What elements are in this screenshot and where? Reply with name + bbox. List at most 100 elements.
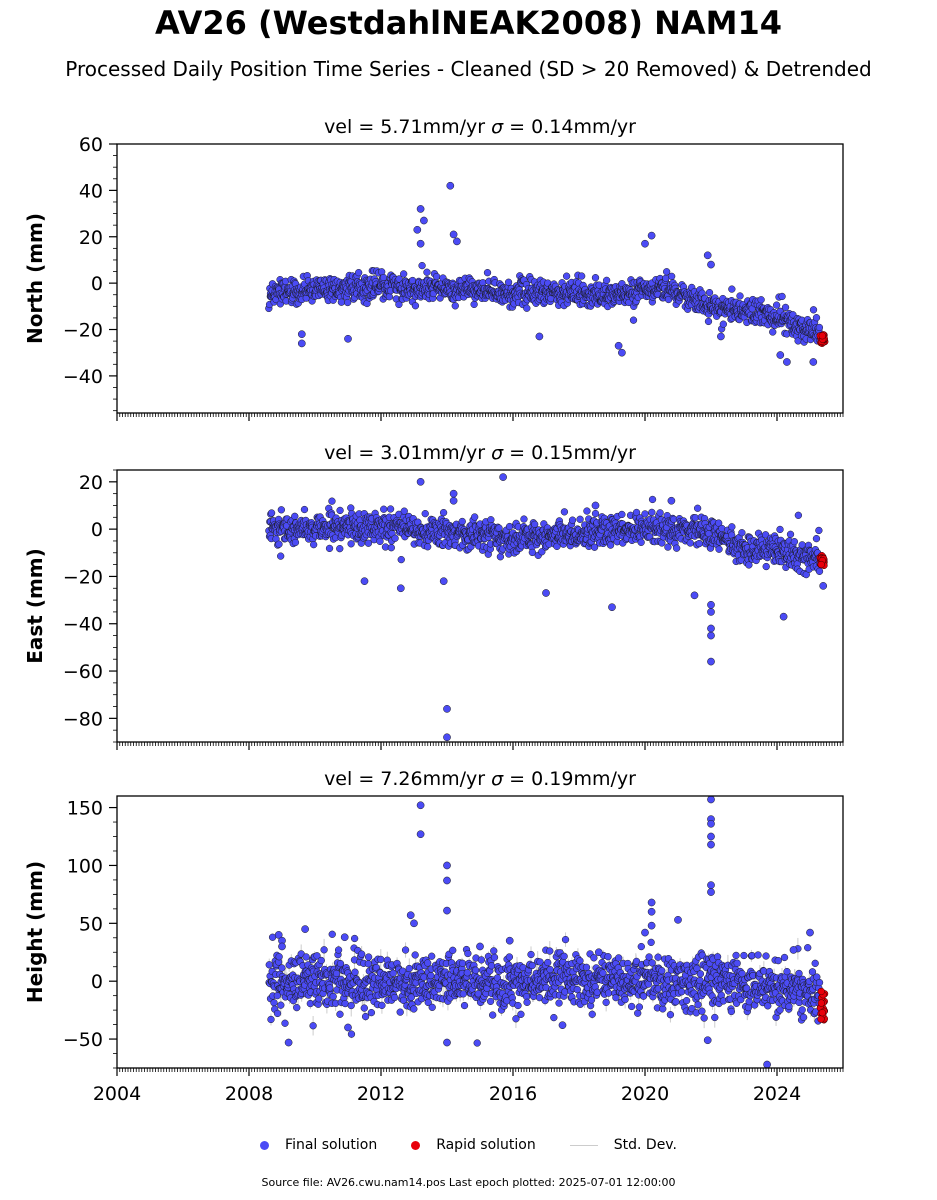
- final-point: [591, 509, 600, 518]
- panel-sigma-value: = 0.15mm/yr: [503, 442, 636, 464]
- final-point: [695, 539, 703, 548]
- final-point: [691, 514, 699, 522]
- final-point: [347, 1030, 356, 1038]
- final-point: [347, 1001, 355, 1010]
- final-point: [336, 544, 344, 553]
- final-point: [615, 954, 623, 962]
- final-point: [602, 276, 611, 285]
- final-point: [405, 964, 413, 973]
- panel-velocity: vel = 3.01mm/yr: [324, 442, 491, 464]
- series-north: [265, 181, 829, 366]
- final-point: [505, 522, 514, 531]
- ylabel-height: Height (mm): [23, 861, 47, 1003]
- final-point: [550, 1013, 558, 1022]
- final-point: [645, 953, 653, 961]
- final-point: [386, 505, 395, 513]
- final-solution-points: [265, 473, 828, 742]
- final-point: [400, 270, 408, 278]
- final-point: [583, 507, 591, 515]
- final-point: [591, 274, 600, 282]
- final-point: [505, 953, 514, 961]
- outlier-point: [809, 358, 818, 366]
- final-point: [504, 278, 513, 286]
- final-point: [815, 567, 824, 575]
- outlier-point: [297, 330, 306, 339]
- final-point: [351, 968, 359, 976]
- final-point: [621, 995, 629, 1004]
- final-point: [762, 562, 770, 571]
- outlier-point: [453, 237, 461, 246]
- final-point: [428, 1003, 436, 1011]
- final-point: [317, 956, 325, 965]
- rapid-point: [818, 332, 826, 340]
- final-point: [495, 524, 503, 532]
- sigma-symbol: σ: [491, 442, 504, 464]
- final-point: [391, 534, 399, 542]
- final-point: [315, 995, 323, 1003]
- final-point: [728, 285, 736, 293]
- outlier-point: [360, 577, 369, 586]
- final-point: [604, 953, 612, 961]
- final-point: [635, 1003, 644, 1011]
- final-point: [778, 292, 786, 301]
- outlier-point: [707, 260, 715, 269]
- axes-frame: [116, 469, 844, 743]
- y-tick-label: 0: [91, 273, 103, 295]
- final-point: [738, 529, 746, 537]
- panel-height: vel = 7.26mm/yr σ = 0.19mm/yr Height (mm)…: [23, 768, 844, 1105]
- y-tick-label: 0: [91, 519, 103, 541]
- panel-velocity: vel = 5.71mm/yr: [324, 116, 491, 138]
- final-point: [424, 543, 432, 551]
- y-tick-label: 60: [79, 134, 103, 156]
- final-point: [809, 306, 818, 314]
- outlier-point: [707, 608, 715, 616]
- final-point: [602, 998, 610, 1007]
- final-point: [719, 320, 727, 328]
- outlier-point: [779, 612, 788, 621]
- final-point: [387, 544, 395, 552]
- final-point: [606, 541, 615, 549]
- final-point: [265, 961, 273, 969]
- final-point: [587, 996, 596, 1004]
- final-point: [618, 510, 626, 519]
- y-tick-label: −40: [63, 366, 103, 388]
- final-point: [358, 950, 366, 958]
- final-point: [361, 1012, 370, 1021]
- final-point: [326, 984, 334, 992]
- final-point: [470, 300, 478, 309]
- final-point: [590, 543, 599, 551]
- final-point: [418, 261, 426, 270]
- final-point: [578, 272, 586, 280]
- final-point: [350, 934, 359, 943]
- y-tick-label: −80: [63, 708, 103, 730]
- final-point: [483, 269, 492, 277]
- final-point: [560, 952, 568, 960]
- final-point: [527, 950, 535, 959]
- outlier-point: [297, 339, 306, 348]
- final-point: [309, 1022, 317, 1030]
- final-point: [648, 959, 656, 967]
- final-point: [535, 993, 544, 1002]
- final-point: [769, 328, 777, 336]
- figure-title: AV26 (WestdahlNEAK2008) NAM14: [154, 4, 783, 42]
- rapid-solution-points: [816, 331, 829, 347]
- panel-sigma-value: = 0.14mm/yr: [503, 116, 636, 138]
- figure-subtitle: Processed Daily Position Time Series - C…: [65, 57, 872, 81]
- final-point: [728, 523, 736, 531]
- final-point: [389, 969, 397, 977]
- final-point: [546, 947, 554, 955]
- final-point: [399, 967, 407, 975]
- final-point: [439, 508, 448, 517]
- final-point: [639, 992, 648, 1000]
- final-point: [473, 1039, 481, 1047]
- final-point: [460, 1001, 469, 1010]
- final-point: [523, 998, 531, 1006]
- final-point: [408, 276, 417, 285]
- final-point: [293, 1003, 301, 1012]
- final-point: [347, 540, 355, 548]
- final-solution-points: [265, 796, 824, 1068]
- outlier-point: [443, 705, 451, 713]
- final-point: [648, 508, 656, 517]
- final-point: [496, 553, 505, 561]
